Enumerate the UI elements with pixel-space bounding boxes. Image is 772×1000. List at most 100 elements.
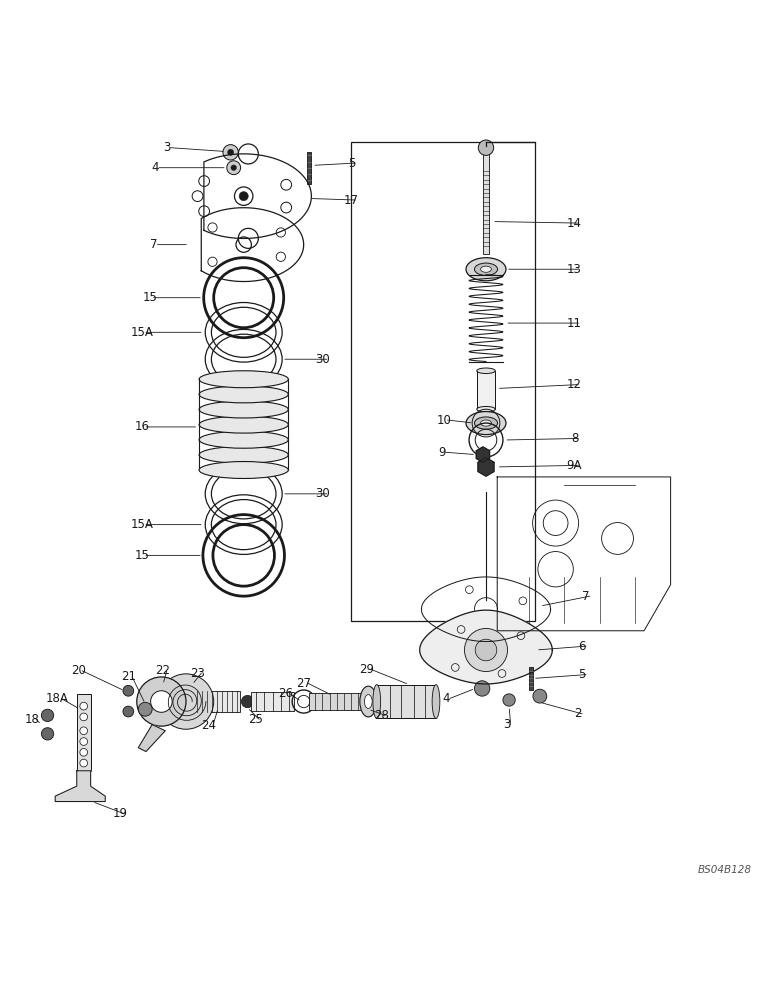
Ellipse shape: [199, 462, 288, 478]
Circle shape: [42, 728, 54, 740]
Ellipse shape: [475, 417, 497, 429]
Text: 28: 28: [374, 709, 389, 722]
Circle shape: [123, 706, 134, 717]
Text: 29: 29: [359, 663, 374, 676]
Circle shape: [80, 713, 87, 721]
Circle shape: [479, 140, 493, 155]
Text: 12: 12: [567, 378, 582, 391]
Circle shape: [80, 702, 87, 710]
Text: 16: 16: [134, 420, 150, 433]
Text: 5: 5: [578, 668, 586, 681]
Ellipse shape: [477, 406, 495, 412]
Circle shape: [151, 691, 172, 712]
Ellipse shape: [373, 685, 381, 718]
Circle shape: [80, 738, 87, 745]
Text: 13: 13: [567, 263, 582, 276]
Ellipse shape: [481, 266, 492, 272]
Polygon shape: [478, 458, 494, 476]
Text: 6: 6: [578, 640, 586, 653]
Polygon shape: [476, 447, 489, 462]
Text: 30: 30: [316, 487, 330, 500]
Bar: [309, 693, 363, 710]
Bar: [350, 142, 535, 621]
Circle shape: [138, 702, 152, 716]
Ellipse shape: [466, 412, 506, 435]
Circle shape: [227, 161, 241, 175]
Ellipse shape: [481, 420, 492, 426]
Text: 25: 25: [248, 713, 262, 726]
Text: 9: 9: [438, 446, 446, 459]
Ellipse shape: [477, 368, 495, 374]
Text: 5: 5: [347, 157, 355, 170]
Text: 8: 8: [571, 432, 578, 445]
Polygon shape: [420, 610, 552, 684]
Ellipse shape: [199, 401, 288, 418]
Text: 15: 15: [135, 549, 150, 562]
Bar: [252, 692, 293, 711]
Text: 24: 24: [201, 719, 217, 732]
Text: 14: 14: [567, 217, 582, 230]
Circle shape: [242, 695, 254, 708]
Text: 20: 20: [71, 664, 86, 677]
Bar: [529, 667, 533, 690]
Bar: [377, 685, 436, 718]
Text: 27: 27: [296, 677, 311, 690]
Circle shape: [80, 727, 87, 735]
Ellipse shape: [364, 695, 372, 708]
Circle shape: [239, 192, 249, 201]
Ellipse shape: [199, 371, 288, 388]
Bar: [477, 371, 495, 409]
Text: 22: 22: [155, 664, 171, 677]
Text: 26: 26: [279, 687, 293, 700]
Circle shape: [231, 165, 236, 170]
Text: 18: 18: [25, 713, 39, 726]
Circle shape: [80, 759, 87, 767]
Ellipse shape: [432, 685, 440, 718]
Text: 3: 3: [163, 141, 171, 154]
Text: 21: 21: [120, 670, 136, 683]
Text: 4: 4: [442, 692, 450, 705]
Circle shape: [475, 681, 490, 696]
Text: 11: 11: [567, 317, 582, 330]
Circle shape: [80, 748, 87, 756]
Ellipse shape: [199, 416, 288, 433]
Text: 4: 4: [151, 161, 159, 174]
Text: 2: 2: [574, 707, 582, 720]
Bar: [76, 694, 90, 771]
Ellipse shape: [199, 446, 288, 463]
Ellipse shape: [475, 263, 497, 275]
Text: 18A: 18A: [46, 692, 69, 705]
Circle shape: [137, 677, 186, 726]
Text: 23: 23: [190, 667, 205, 680]
Polygon shape: [56, 771, 105, 802]
Text: BS04B128: BS04B128: [697, 865, 751, 875]
Text: 15A: 15A: [130, 326, 154, 339]
Text: 7: 7: [150, 238, 157, 251]
Text: 17: 17: [344, 194, 359, 207]
Bar: [306, 152, 311, 184]
Circle shape: [228, 149, 234, 155]
Ellipse shape: [199, 431, 288, 448]
Text: 19: 19: [113, 807, 128, 820]
Text: 7: 7: [582, 590, 590, 603]
Circle shape: [158, 674, 214, 729]
Bar: [483, 148, 489, 254]
Circle shape: [223, 145, 239, 160]
Circle shape: [533, 689, 547, 703]
Circle shape: [465, 628, 507, 672]
Text: 10: 10: [436, 414, 451, 427]
Text: 15A: 15A: [130, 518, 154, 531]
Circle shape: [476, 639, 496, 661]
Ellipse shape: [360, 686, 377, 717]
Text: 15: 15: [142, 291, 157, 304]
Circle shape: [42, 709, 54, 722]
Circle shape: [123, 685, 134, 696]
Text: 3: 3: [503, 718, 510, 731]
Circle shape: [503, 694, 515, 706]
Bar: [194, 691, 240, 712]
Text: 30: 30: [316, 353, 330, 366]
Ellipse shape: [199, 386, 288, 403]
Text: 9A: 9A: [567, 459, 582, 472]
Polygon shape: [138, 725, 165, 752]
Ellipse shape: [466, 258, 506, 281]
